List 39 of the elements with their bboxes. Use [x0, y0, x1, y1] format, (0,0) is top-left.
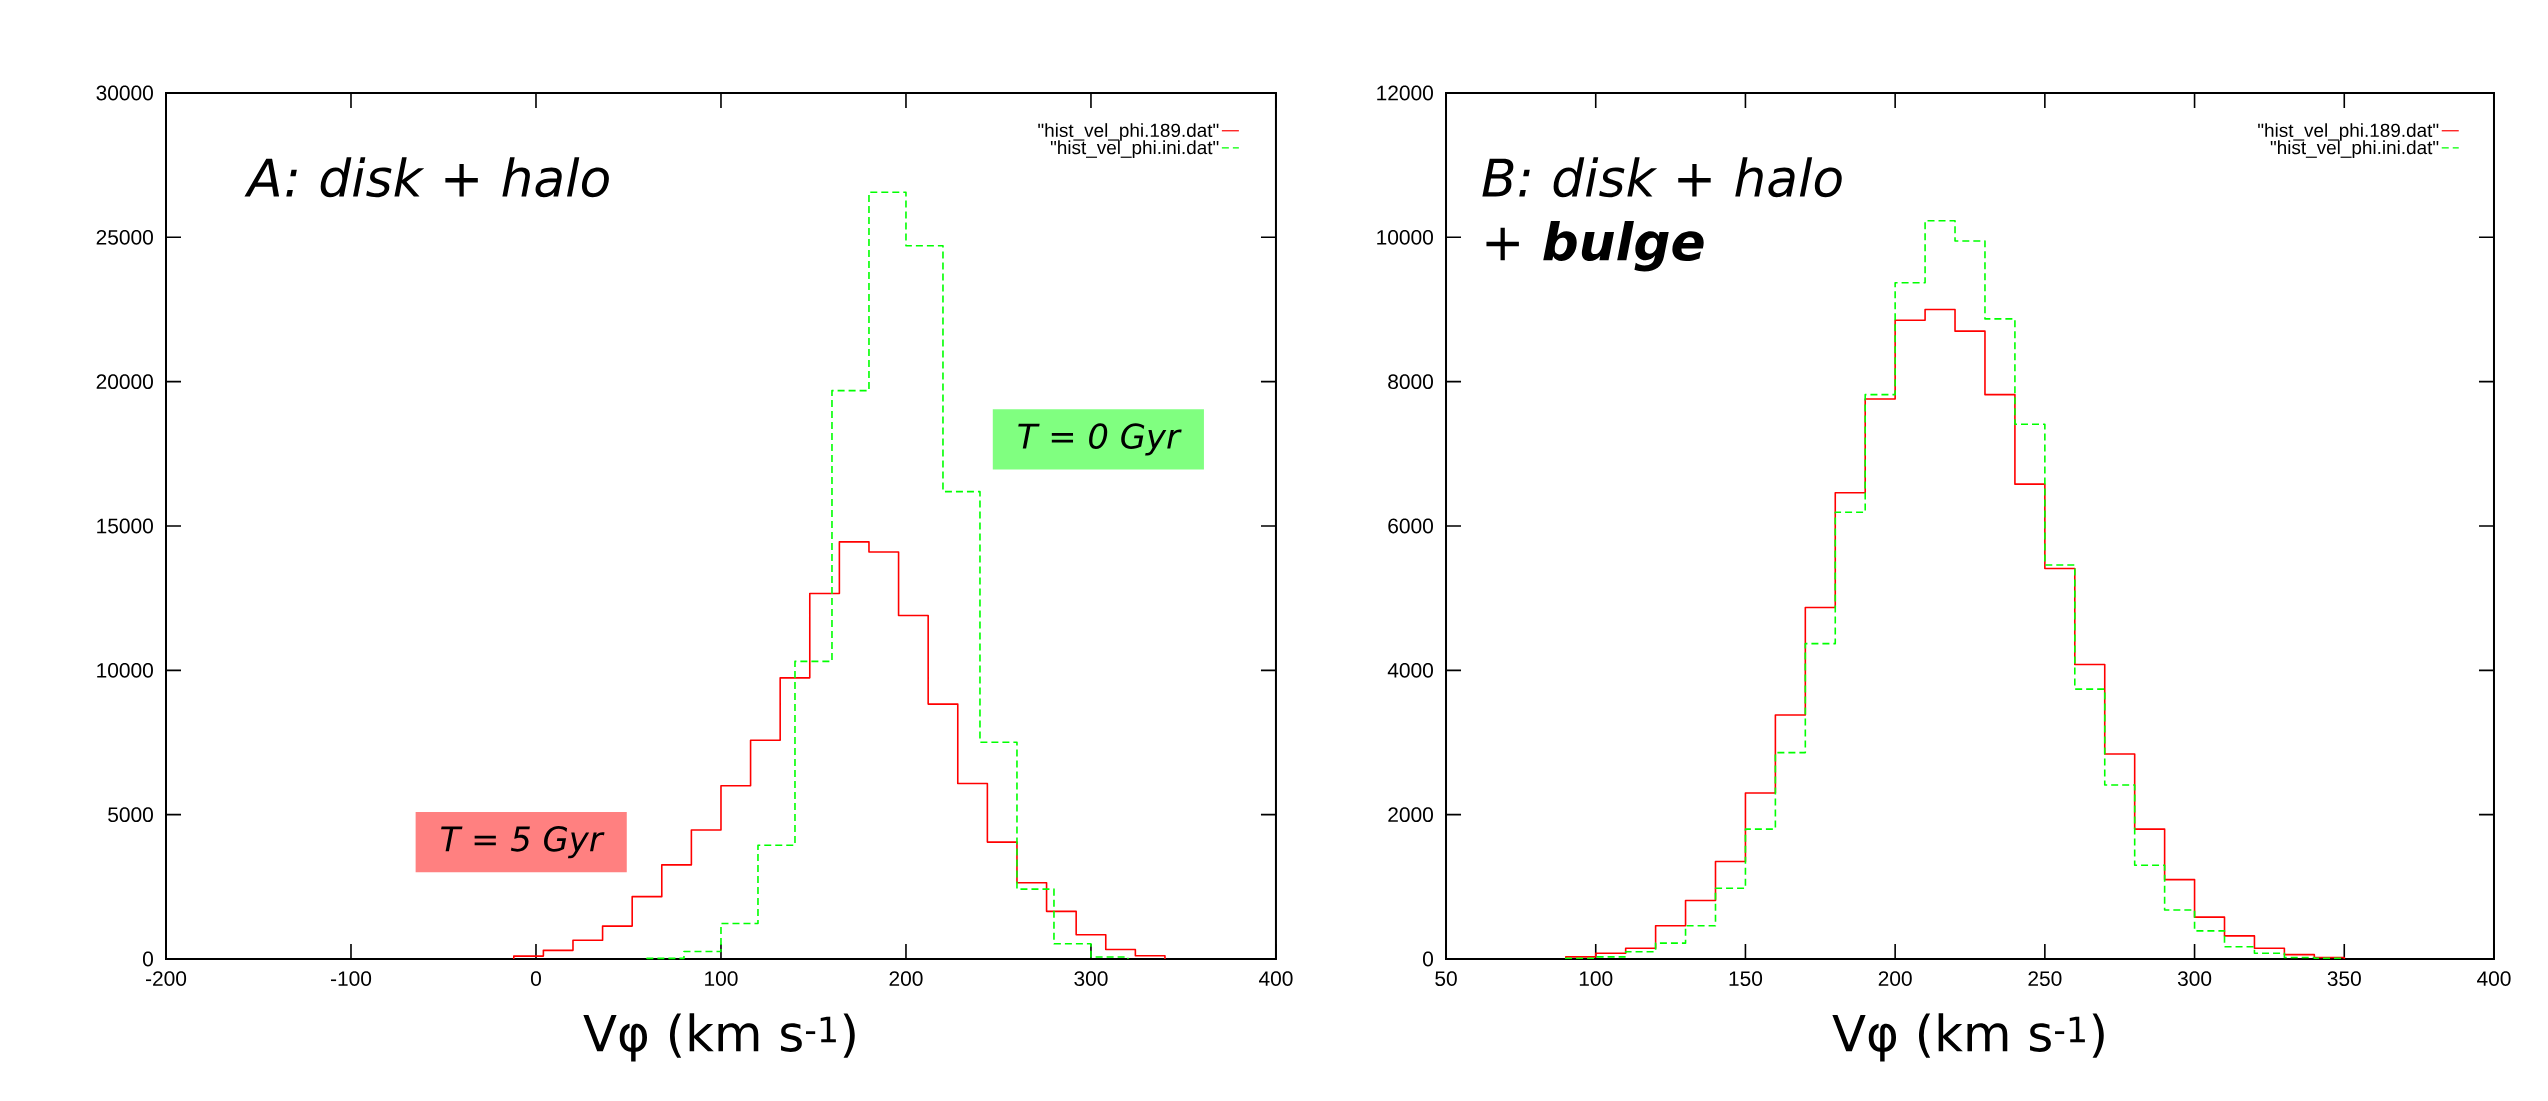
- legend-label: "hist_vel_phi.ini.dat": [2270, 140, 2439, 158]
- x-tick-label: 50: [1435, 971, 1457, 987]
- legend-label: "hist_vel_phi.ini.dat": [1050, 140, 1219, 158]
- y-tick-label: 2000: [1388, 807, 1433, 823]
- y-tick-label: 15000: [97, 518, 153, 534]
- x-tick-label: 200: [1878, 971, 1912, 987]
- x-tick-label: 300: [1074, 971, 1108, 987]
- x-axis-title: Vφ (km s$^{-1}$): [1832, 1013, 2104, 1062]
- y-tick-label: 10000: [97, 662, 153, 678]
- annotation: T = 0 Gyr: [1018, 423, 1182, 456]
- x-tick-label: 400: [2477, 971, 2511, 987]
- x-tick-label: 200: [889, 971, 923, 987]
- y-tick-label: 5000: [108, 807, 153, 823]
- y-tick-label: 10000: [1377, 229, 1433, 245]
- x-tick-label: 250: [2028, 971, 2062, 987]
- annotation: T = 5 Gyr: [441, 826, 605, 859]
- y-tick-label: 0: [142, 951, 153, 967]
- x-tick-label: -200: [145, 971, 187, 987]
- y-tick-label: 30000: [96, 85, 153, 101]
- x-tick-label: 100: [705, 971, 738, 987]
- x-tick-label: 300: [2177, 971, 2212, 987]
- x-tick-label: 400: [1258, 971, 1293, 987]
- y-tick-label: 8000: [1388, 374, 1433, 390]
- y-tick-label: 4000: [1387, 662, 1433, 678]
- x-axis-title: Vφ (km s$^{-1}$): [583, 1013, 855, 1062]
- legend-label: "hist_vel_phi.189.dat": [1038, 123, 1219, 141]
- text: A: disk + halo: [244, 157, 609, 198]
- x-tick-label: 100: [1579, 971, 1613, 987]
- y-tick-label: 12000: [1377, 85, 1433, 101]
- y-tick-label: 20000: [96, 374, 153, 390]
- x-tick-label: 0: [530, 971, 541, 987]
- text: B: disk + halo + bulge: [1482, 157, 1842, 272]
- y-tick-label: 6000: [1388, 518, 1433, 534]
- x-tick-label: 150: [1729, 971, 1763, 987]
- x-tick-label: -100: [330, 971, 372, 987]
- y-tick-label: 0: [1423, 951, 1433, 967]
- legend-label: "hist_vel_phi.189.dat": [2258, 123, 2439, 141]
- y-tick-label: 25000: [96, 229, 153, 245]
- x-tick-label: 350: [2327, 971, 2361, 987]
